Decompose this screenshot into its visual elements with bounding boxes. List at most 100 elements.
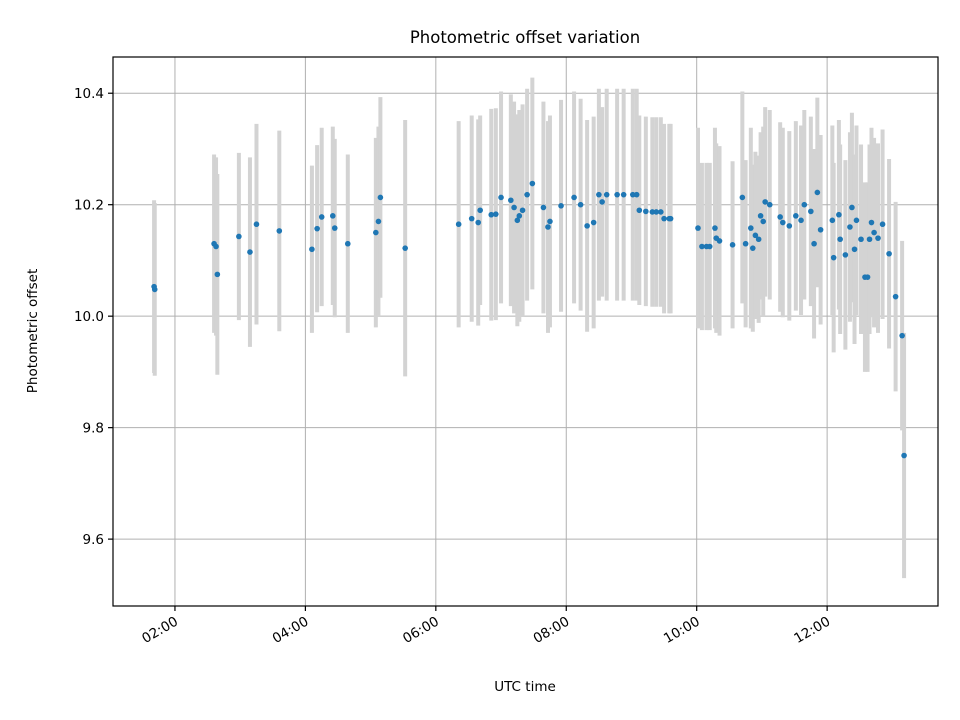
data-point bbox=[620, 191, 627, 198]
data-point bbox=[603, 191, 610, 198]
data-point bbox=[213, 243, 219, 250]
data-point bbox=[755, 236, 762, 243]
data-point bbox=[658, 209, 664, 215]
data-point bbox=[875, 235, 881, 241]
data-point bbox=[766, 201, 773, 208]
data-point bbox=[752, 232, 759, 239]
data-point bbox=[247, 249, 253, 255]
data-point bbox=[757, 213, 764, 219]
data-point bbox=[488, 211, 495, 218]
data-point bbox=[760, 218, 767, 225]
data-point bbox=[798, 217, 804, 224]
data-point bbox=[524, 191, 530, 198]
data-point bbox=[514, 217, 521, 224]
data-point bbox=[868, 219, 875, 226]
data-point bbox=[584, 223, 590, 229]
data-point bbox=[829, 217, 836, 224]
data-point bbox=[498, 194, 504, 201]
data-point bbox=[749, 245, 756, 251]
y-tick-label: 10.2 bbox=[74, 198, 104, 214]
data-point bbox=[571, 194, 577, 201]
data-point bbox=[331, 225, 338, 231]
data-point bbox=[529, 180, 536, 187]
data-point bbox=[837, 236, 843, 243]
data-point bbox=[793, 213, 799, 219]
data-point bbox=[344, 240, 351, 247]
data-point bbox=[742, 240, 749, 247]
data-point bbox=[318, 214, 325, 220]
data-point bbox=[712, 225, 718, 231]
data-point bbox=[599, 199, 605, 205]
data-point bbox=[842, 252, 849, 258]
data-point bbox=[892, 293, 899, 300]
data-points bbox=[151, 180, 907, 459]
data-point bbox=[309, 246, 315, 253]
y-tick-label: 9.8 bbox=[83, 421, 104, 437]
data-point bbox=[729, 242, 736, 248]
data-point bbox=[653, 209, 660, 215]
data-point bbox=[853, 217, 860, 224]
x-axis-label: UTC time bbox=[494, 679, 556, 695]
data-point bbox=[808, 208, 814, 215]
data-point bbox=[547, 218, 553, 225]
data-point bbox=[643, 208, 649, 215]
data-point bbox=[577, 201, 584, 208]
data-point bbox=[899, 332, 905, 339]
data-point bbox=[402, 245, 408, 251]
data-point bbox=[858, 236, 864, 243]
y-tick-label: 9.6 bbox=[83, 532, 104, 548]
data-point bbox=[695, 225, 701, 231]
data-point bbox=[716, 238, 723, 244]
data-point bbox=[830, 254, 837, 261]
data-point bbox=[314, 225, 320, 232]
y-axis-label: Photometric offset bbox=[25, 269, 41, 393]
data-point bbox=[886, 250, 892, 257]
data-point bbox=[493, 211, 499, 217]
data-point bbox=[558, 203, 564, 209]
data-point bbox=[901, 452, 907, 459]
y-tick-label: 10.4 bbox=[74, 86, 104, 102]
data-point bbox=[762, 199, 768, 205]
data-point bbox=[508, 197, 514, 204]
data-point bbox=[777, 214, 783, 220]
data-point bbox=[253, 221, 260, 228]
data-point bbox=[329, 213, 336, 219]
data-point bbox=[836, 211, 842, 218]
data-point bbox=[849, 204, 855, 211]
data-point bbox=[377, 194, 384, 201]
data-point bbox=[667, 215, 674, 222]
data-point bbox=[511, 204, 517, 211]
data-point bbox=[475, 219, 482, 226]
data-point bbox=[633, 191, 640, 198]
data-point bbox=[814, 189, 821, 196]
data-point bbox=[699, 243, 705, 250]
data-point bbox=[373, 229, 379, 236]
data-point bbox=[614, 191, 620, 198]
data-point bbox=[477, 207, 483, 214]
data-point bbox=[236, 233, 242, 240]
y-tick-label: 10.0 bbox=[74, 309, 104, 325]
data-point bbox=[739, 194, 746, 201]
data-point bbox=[801, 201, 808, 208]
data-point bbox=[596, 191, 602, 198]
data-point bbox=[879, 221, 886, 228]
data-point bbox=[864, 274, 871, 280]
data-point bbox=[519, 207, 526, 214]
y-axis-ticks: 9.6 9.8 10.0 10.2 10.4 bbox=[74, 86, 113, 548]
data-point bbox=[649, 209, 656, 215]
data-point bbox=[779, 219, 786, 226]
data-point bbox=[871, 229, 877, 236]
chart-title: Photometric offset variation bbox=[410, 28, 640, 47]
data-point bbox=[847, 224, 853, 230]
data-point bbox=[706, 243, 713, 250]
data-point bbox=[590, 219, 597, 226]
data-point bbox=[661, 215, 667, 222]
data-point bbox=[214, 271, 221, 278]
data-point bbox=[516, 213, 523, 219]
data-point bbox=[748, 225, 754, 231]
data-point bbox=[629, 191, 636, 198]
data-point bbox=[636, 207, 643, 214]
axes-frame bbox=[112, 56, 939, 607]
data-point bbox=[545, 224, 551, 230]
